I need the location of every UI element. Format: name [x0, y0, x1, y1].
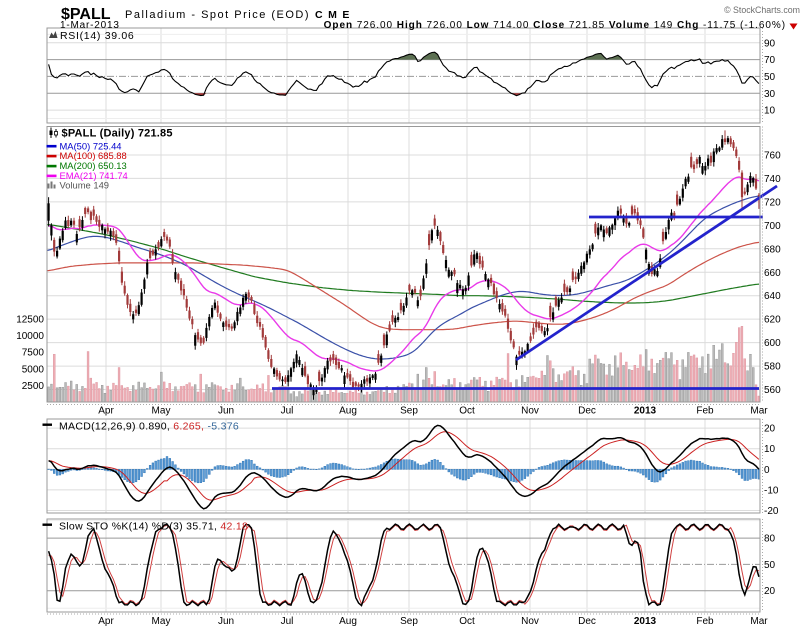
- svg-text:660: 660: [764, 268, 781, 279]
- svg-text:Slow STO %K(14) %D(3) 35.71, 4: Slow STO %K(14) %D(3) 35.71, 42.18: [59, 521, 248, 533]
- svg-text:Apr: Apr: [98, 616, 114, 627]
- svg-text:Open 726.00 High 726.00 Low 71: Open 726.00 High 726.00 Low 714.00 Close…: [324, 20, 786, 31]
- svg-text:50: 50: [764, 560, 776, 571]
- svg-text:12500: 12500: [16, 315, 44, 326]
- svg-text:Dec: Dec: [578, 406, 596, 417]
- svg-text:70: 70: [764, 55, 776, 66]
- svg-text:10000: 10000: [16, 331, 44, 342]
- svg-text:Nov: Nov: [521, 406, 539, 417]
- svg-text:50: 50: [764, 72, 776, 83]
- svg-text:-20: -20: [764, 506, 779, 517]
- svg-text:RSI(14) 39.06: RSI(14) 39.06: [60, 30, 134, 42]
- svg-text:Palladium - Spot Price (EOD): Palladium - Spot Price (EOD): [125, 9, 310, 21]
- svg-text:680: 680: [764, 244, 781, 255]
- svg-text:760: 760: [764, 151, 781, 162]
- svg-text:Nov: Nov: [521, 616, 539, 627]
- svg-text:EMA(21) 741.74: EMA(21) 741.74: [60, 170, 128, 181]
- svg-text:Aug: Aug: [339, 406, 357, 417]
- svg-text:2013: 2013: [634, 616, 657, 627]
- svg-text:MA(200) 650.13: MA(200) 650.13: [60, 160, 127, 171]
- svg-text:Dec: Dec: [578, 616, 596, 627]
- svg-text:Sep: Sep: [400, 406, 418, 417]
- svg-text:640: 640: [764, 291, 781, 302]
- svg-text:Apr: Apr: [98, 406, 114, 417]
- svg-text:Volume 149: Volume 149: [60, 179, 110, 190]
- svg-text:600: 600: [764, 338, 781, 349]
- svg-text:-10: -10: [764, 485, 779, 496]
- svg-text:Feb: Feb: [696, 616, 714, 627]
- svg-text:5000: 5000: [22, 364, 45, 375]
- svg-text:560: 560: [764, 385, 781, 396]
- svg-text:Mar: Mar: [750, 406, 768, 417]
- svg-text:10: 10: [764, 444, 776, 455]
- svg-text:1-Mar-2013: 1-Mar-2013: [60, 20, 120, 31]
- svg-text:Mar: Mar: [750, 616, 768, 627]
- svg-text:MA(100) 685.88: MA(100) 685.88: [60, 150, 127, 161]
- svg-text:Jul: Jul: [281, 406, 294, 417]
- svg-text:7500: 7500: [22, 348, 45, 359]
- svg-text:Jul: Jul: [281, 616, 294, 627]
- svg-text:$PALL: $PALL: [61, 6, 111, 23]
- svg-text:Jun: Jun: [218, 616, 234, 627]
- svg-text:May: May: [152, 616, 171, 627]
- svg-text:80: 80: [764, 534, 776, 545]
- svg-text:© StockCharts.com: © StockCharts.com: [724, 5, 800, 15]
- svg-text:10: 10: [764, 106, 776, 117]
- svg-text:Feb: Feb: [696, 406, 714, 417]
- svg-text:90: 90: [764, 38, 776, 49]
- svg-text:MA(50) 725.44: MA(50) 725.44: [60, 140, 122, 151]
- svg-text:20: 20: [764, 586, 776, 597]
- svg-text:CME: CME: [315, 9, 355, 21]
- svg-text:May: May: [152, 406, 171, 417]
- svg-text:Jun: Jun: [218, 406, 234, 417]
- svg-text:700: 700: [764, 221, 781, 232]
- svg-text:2500: 2500: [22, 381, 45, 392]
- svg-text:0: 0: [764, 465, 770, 476]
- svg-text:20: 20: [764, 424, 776, 435]
- svg-text:$PALL (Daily) 721.85: $PALL (Daily) 721.85: [62, 128, 173, 140]
- svg-text:720: 720: [764, 197, 781, 208]
- svg-text:620: 620: [764, 315, 781, 326]
- svg-text:2013: 2013: [634, 406, 657, 417]
- svg-text:Aug: Aug: [339, 616, 357, 627]
- svg-text:Sep: Sep: [400, 616, 418, 627]
- svg-text:740: 740: [764, 174, 781, 185]
- svg-text:30: 30: [764, 89, 776, 100]
- svg-text:580: 580: [764, 362, 781, 373]
- svg-text:Oct: Oct: [459, 406, 475, 417]
- svg-text:MACD(12,26,9) 0.890, 6.265, -5: MACD(12,26,9) 0.890, 6.265, -5.376: [59, 421, 239, 433]
- svg-text:Oct: Oct: [459, 616, 475, 627]
